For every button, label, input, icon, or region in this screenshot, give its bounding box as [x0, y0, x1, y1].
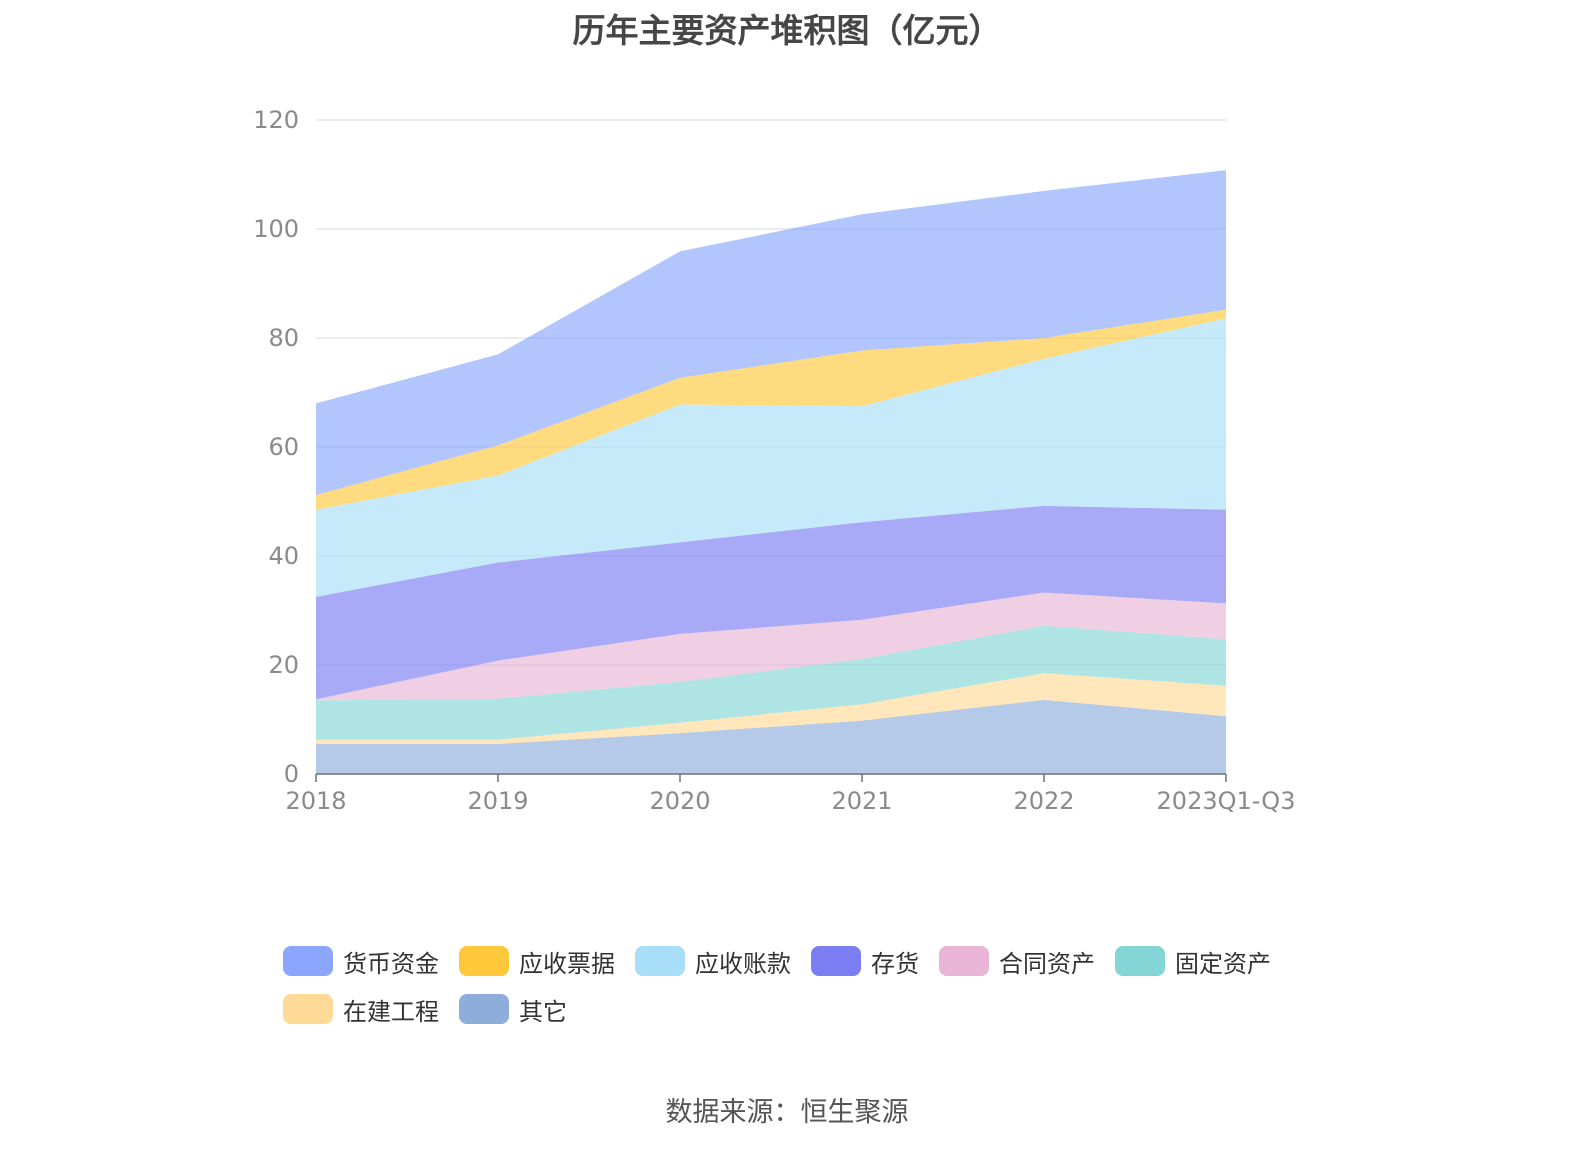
- legend-swatch: [939, 946, 989, 976]
- y-tick-label: 0: [284, 760, 299, 788]
- legend-item[interactable]: 合同资产: [939, 944, 1095, 978]
- x-tick-label: 2023Q1-Q3: [1157, 787, 1296, 815]
- area-series-group: [316, 170, 1226, 774]
- area-series-3[interactable]: [316, 625, 1226, 740]
- legend-item[interactable]: 固定资产: [1115, 944, 1271, 978]
- legend-item[interactable]: 其它: [459, 992, 567, 1026]
- area-series-6[interactable]: [316, 318, 1226, 597]
- x-tick-label: 2021: [831, 787, 892, 815]
- legend-label: 存货: [871, 949, 919, 978]
- legend-swatch: [459, 994, 509, 1024]
- legend-label: 在建工程: [343, 997, 439, 1026]
- x-tick-label: 2020: [649, 787, 710, 815]
- legend-item[interactable]: 应收账款: [635, 944, 791, 978]
- axes: 0 20 40 60 80 100 120 2018 2019 2020 2021 2022 2023Q…: [253, 106, 1295, 815]
- x-tick-label: 2018: [285, 787, 346, 815]
- area-series-5[interactable]: [316, 505, 1226, 700]
- x-tick-label: 2019: [467, 787, 528, 815]
- y-tick-label: 20: [268, 651, 299, 679]
- area-series-8[interactable]: [316, 170, 1226, 495]
- y-tick-label: 120: [253, 106, 299, 134]
- legend-label: 应收票据: [519, 949, 615, 978]
- stacked-area-chart: 0 20 40 60 80 100 120 2018 2019 2020 2021 2022 2023Q…: [253, 106, 1295, 815]
- area-series-2[interactable]: [316, 673, 1226, 745]
- y-tick-label: 80: [268, 324, 299, 352]
- legend-item[interactable]: 货币资金: [283, 944, 439, 978]
- data-source: 数据来源：恒生聚源: [665, 1097, 909, 1128]
- legend-swatch: [283, 994, 333, 1024]
- legend-swatch: [283, 946, 333, 976]
- legend: 货币资金 应收票据 应收账款 存货 合同资产 固定资产在建工程 其它: [283, 944, 1303, 1026]
- legend-item[interactable]: 应收票据: [459, 944, 615, 978]
- area-series-7[interactable]: [316, 309, 1226, 510]
- chart-title: 历年主要资产堆积图（亿元）: [572, 11, 1002, 50]
- legend-label: 货币资金: [343, 949, 439, 978]
- legend-swatch: [811, 946, 861, 976]
- area-series-1[interactable]: [316, 699, 1226, 774]
- y-tick-label: 100: [253, 215, 299, 243]
- legend-label: 应收账款: [695, 949, 791, 978]
- legend-swatch: [1115, 946, 1165, 976]
- legend-item[interactable]: 存货: [811, 944, 919, 978]
- y-tick-label: 60: [268, 433, 299, 461]
- legend-swatch: [459, 946, 509, 976]
- y-tick-label: 40: [268, 542, 299, 570]
- legend-item[interactable]: 在建工程: [283, 992, 439, 1026]
- legend-label: 合同资产: [999, 949, 1095, 978]
- legend-label: 固定资产: [1175, 949, 1271, 978]
- legend-swatch: [635, 946, 685, 976]
- x-tick-label: 2022: [1013, 787, 1074, 815]
- area-series-4[interactable]: [316, 592, 1226, 701]
- legend-label: 其它: [519, 997, 567, 1026]
